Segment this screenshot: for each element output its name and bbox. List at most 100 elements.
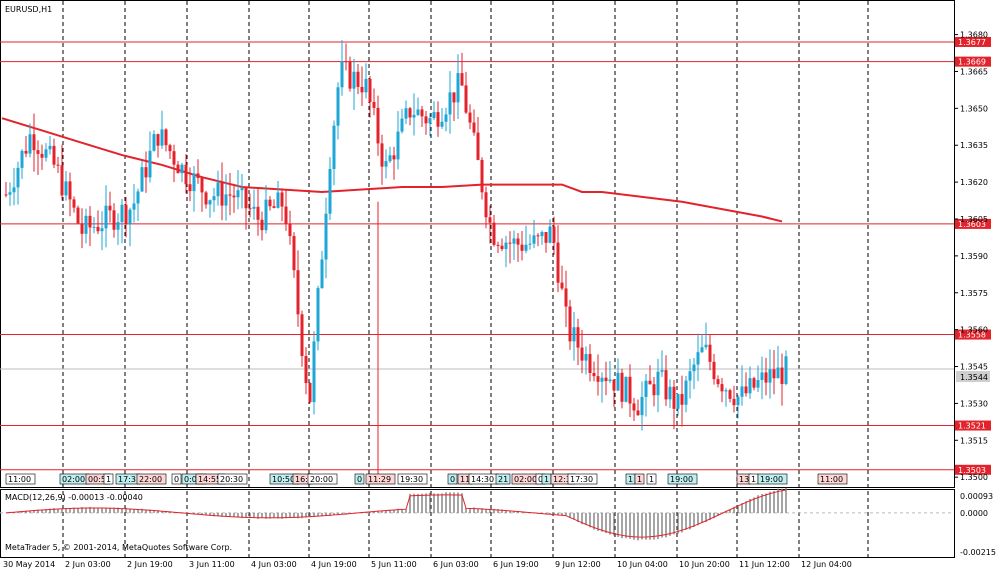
candle-body	[156, 134, 160, 146]
candle-body	[152, 134, 156, 151]
candle-body	[380, 143, 384, 167]
y-tick-label: 1.3545	[960, 363, 988, 372]
candle-body	[208, 200, 212, 205]
candle-body	[56, 164, 60, 166]
event-label: 00:5	[88, 475, 106, 484]
moving-average-line	[1, 117, 783, 223]
event-label: 19:00	[670, 475, 693, 484]
candle-body	[448, 92, 452, 115]
level-badge	[955, 218, 991, 229]
candle-body	[556, 242, 560, 283]
level-label: 1.3503	[958, 466, 986, 475]
candle-body	[60, 165, 64, 196]
candle-body	[696, 352, 700, 365]
candle-body	[124, 204, 128, 225]
candle-body	[776, 367, 780, 379]
candle-body	[432, 112, 436, 119]
level-badge	[955, 56, 991, 67]
candle-body	[24, 150, 28, 154]
candle-body	[704, 344, 708, 348]
candle-body	[260, 219, 264, 231]
x-tick-label: 10 Jun 04:00	[617, 560, 668, 569]
candle-body	[584, 354, 588, 361]
x-tick-label: 6 Jun 03:00	[433, 560, 479, 569]
macd-histogram	[0, 487, 954, 541]
candle-body	[212, 196, 216, 201]
candle-body	[292, 236, 296, 271]
candle-body	[232, 195, 236, 198]
candle-body	[180, 164, 184, 174]
event-label: 0	[450, 475, 455, 484]
candle-body	[96, 226, 100, 232]
candle-body	[560, 282, 564, 289]
candle-body	[296, 270, 300, 315]
candle-body	[784, 356, 788, 385]
candle-body	[412, 114, 416, 118]
candle-body	[268, 199, 272, 207]
candle-body	[604, 377, 608, 382]
y-tick-label: 1.3575	[960, 289, 988, 298]
level-badge	[955, 420, 991, 431]
candle-body	[328, 169, 332, 214]
candle-body	[580, 347, 584, 361]
candle-body	[628, 376, 632, 404]
candle-body	[400, 118, 404, 132]
macd-y-label: -0.00215	[960, 548, 996, 557]
candle-body	[440, 121, 444, 127]
candle-body	[320, 259, 324, 289]
y-tick-label: 1.3515	[960, 436, 988, 445]
candle-body	[392, 155, 396, 160]
event-label: 1	[637, 475, 642, 484]
event-box	[757, 473, 788, 485]
event-label: 19:30	[400, 475, 423, 484]
event-label: 14:30	[471, 475, 494, 484]
candle-body	[172, 151, 176, 165]
candle-body	[36, 150, 40, 154]
event-box	[447, 473, 458, 485]
candle-body	[396, 131, 400, 160]
current-price-label: 1.3544	[960, 373, 988, 382]
x-tick-label: 6 Jun 19:00	[493, 560, 539, 569]
candle-body	[176, 164, 180, 174]
candle-body	[196, 173, 200, 178]
candle-body	[20, 150, 24, 168]
candle-body	[76, 207, 80, 224]
candle-body	[496, 244, 500, 246]
candle-body	[472, 122, 476, 133]
y-tick-label: 1.3530	[960, 399, 988, 408]
event-box	[667, 473, 698, 485]
event-box	[397, 473, 428, 485]
event-box	[103, 473, 114, 485]
candle-body	[116, 222, 120, 230]
event-label: 12:3	[553, 475, 571, 484]
event-box	[171, 473, 182, 485]
candle-body	[564, 288, 568, 307]
event-label: 19:00	[760, 475, 783, 484]
event-label: 14:55	[198, 475, 221, 484]
event-label: 02:00	[62, 475, 85, 484]
candle-body	[200, 177, 204, 193]
macd-y-label: 0.0000	[960, 509, 988, 518]
candle-body	[64, 181, 68, 196]
x-tick-label: 10 Jun 20:00	[679, 560, 730, 569]
candle-body	[732, 398, 736, 406]
candle-body	[708, 344, 712, 362]
level-label: 1.3677	[958, 38, 986, 47]
candle-body	[404, 108, 408, 119]
level-label: 1.3669	[958, 58, 986, 67]
candle-body	[224, 194, 228, 206]
event-box	[365, 473, 396, 485]
event-box	[307, 473, 338, 485]
candle-body	[760, 372, 764, 380]
y-tick-label: 1.3500	[960, 473, 988, 482]
candle-body	[272, 206, 276, 208]
candle-body	[772, 369, 776, 379]
candle-body	[28, 134, 32, 154]
candle-body	[492, 222, 496, 245]
y-tick-label: 1.3635	[960, 141, 988, 150]
event-label: 1	[751, 475, 756, 484]
candle-body	[72, 199, 76, 208]
candle-body	[608, 379, 612, 382]
current-price-box	[956, 371, 990, 382]
